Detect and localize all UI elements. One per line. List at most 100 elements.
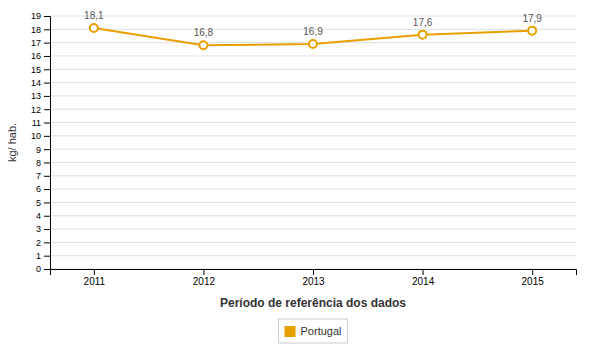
grid-line xyxy=(50,135,576,136)
point xyxy=(419,31,427,39)
tick: 0 xyxy=(36,264,50,274)
grid-line xyxy=(50,95,576,96)
tick-label: 16 xyxy=(31,51,41,61)
tick-mark xyxy=(423,269,424,275)
data-labels: 18,116,816,917,617,9 xyxy=(84,10,542,38)
point xyxy=(199,41,207,49)
axis-line xyxy=(44,17,51,270)
tick-label: 7 xyxy=(36,171,41,181)
tick-mark xyxy=(44,29,50,30)
tick-label: 4 xyxy=(36,211,41,221)
tick: 18 xyxy=(31,25,50,35)
grid-line xyxy=(50,162,576,163)
tick-mark xyxy=(44,269,50,270)
chart: 2011201220132014201501234567891011121314… xyxy=(0,0,596,359)
grid-line xyxy=(50,175,576,176)
tick-mark xyxy=(44,109,50,110)
grid-line xyxy=(50,55,576,56)
tick-mark xyxy=(313,269,314,275)
tick-mark xyxy=(44,216,50,217)
tick-mark xyxy=(44,162,50,163)
tick: 5 xyxy=(36,198,50,208)
tick-label: 11 xyxy=(32,118,41,128)
grid-line xyxy=(50,189,576,190)
tick: 19 xyxy=(31,11,50,21)
tick-label: 18 xyxy=(31,25,41,35)
tick: 2015 xyxy=(522,269,545,287)
tick: 2011 xyxy=(84,269,106,287)
tick: 2013 xyxy=(302,269,325,287)
tick: 10 xyxy=(31,131,50,141)
data-label: 17,6 xyxy=(413,17,433,28)
tick-label: 2015 xyxy=(522,276,545,287)
tick: 7 xyxy=(36,171,50,181)
legend-item: Portugal xyxy=(285,325,342,337)
tick-label: 2013 xyxy=(302,276,325,287)
tick-mark xyxy=(44,149,50,150)
plot-area: 2011201220132014201501234567891011121314… xyxy=(6,10,577,310)
tick-mark xyxy=(44,69,50,70)
point xyxy=(309,40,317,48)
x-axis: 20112012201320142015 xyxy=(51,269,577,287)
grid-line xyxy=(50,242,576,243)
tick: 15 xyxy=(31,65,50,75)
marks xyxy=(90,24,536,49)
legend-frame xyxy=(279,319,348,343)
tick-mark xyxy=(44,242,50,243)
tick-mark xyxy=(44,189,50,190)
tick-label: 5 xyxy=(36,198,41,208)
tick-label: 8 xyxy=(36,158,41,168)
tick-label: 14 xyxy=(31,78,41,88)
tick: 2012 xyxy=(193,269,216,287)
tick-label: 19 xyxy=(31,11,41,21)
tick-mark xyxy=(44,176,50,177)
tick-label: 1 xyxy=(36,251,41,261)
tick-label: 12 xyxy=(31,105,41,115)
tick-label: 2012 xyxy=(193,276,216,287)
grid-line xyxy=(50,149,576,150)
tick-label: 9 xyxy=(36,145,41,155)
tick-mark xyxy=(203,269,204,275)
data-label: 16,8 xyxy=(194,27,214,38)
grid-line xyxy=(50,69,576,70)
tick: 13 xyxy=(31,91,50,101)
y-axis-title: kg/ hab. xyxy=(6,123,18,162)
point xyxy=(528,27,536,35)
data-label: 17,9 xyxy=(522,13,542,24)
tick: 11 xyxy=(32,118,50,128)
grid-line xyxy=(50,16,576,17)
grid-line xyxy=(50,229,576,230)
tick-label: 2 xyxy=(36,238,41,248)
tick: 6 xyxy=(36,184,50,194)
legend-swatch xyxy=(285,326,296,337)
tick-label: 2011 xyxy=(84,276,106,287)
tick-label: 13 xyxy=(31,91,41,101)
grid-line xyxy=(50,82,576,83)
x-axis-title: Período de referência dos dados xyxy=(220,296,406,310)
tick-label: 10 xyxy=(31,131,41,141)
tick-mark xyxy=(44,96,50,97)
tick: 8 xyxy=(36,158,50,168)
legend: Portugal xyxy=(279,319,348,343)
tick-label: 6 xyxy=(36,184,41,194)
y-grid xyxy=(50,16,576,269)
tick-label: 3 xyxy=(36,224,41,234)
tick-label: 0 xyxy=(36,264,41,274)
tick-label: 15 xyxy=(31,65,41,75)
tick: 17 xyxy=(31,38,50,48)
tick: 4 xyxy=(36,211,50,221)
grid-line xyxy=(50,215,576,216)
tick-mark xyxy=(44,123,50,124)
tick-mark xyxy=(44,83,50,84)
tick-mark xyxy=(94,269,95,275)
tick: 9 xyxy=(36,145,50,155)
grid-line xyxy=(50,255,576,256)
axis-line xyxy=(51,270,577,276)
tick: 12 xyxy=(31,105,50,115)
tick: 2 xyxy=(36,238,50,248)
tick: 3 xyxy=(36,224,50,234)
tick: 1 xyxy=(36,251,50,261)
tick-mark xyxy=(44,43,50,44)
data-label: 18,1 xyxy=(84,10,104,21)
legend-label: Portugal xyxy=(301,325,342,337)
